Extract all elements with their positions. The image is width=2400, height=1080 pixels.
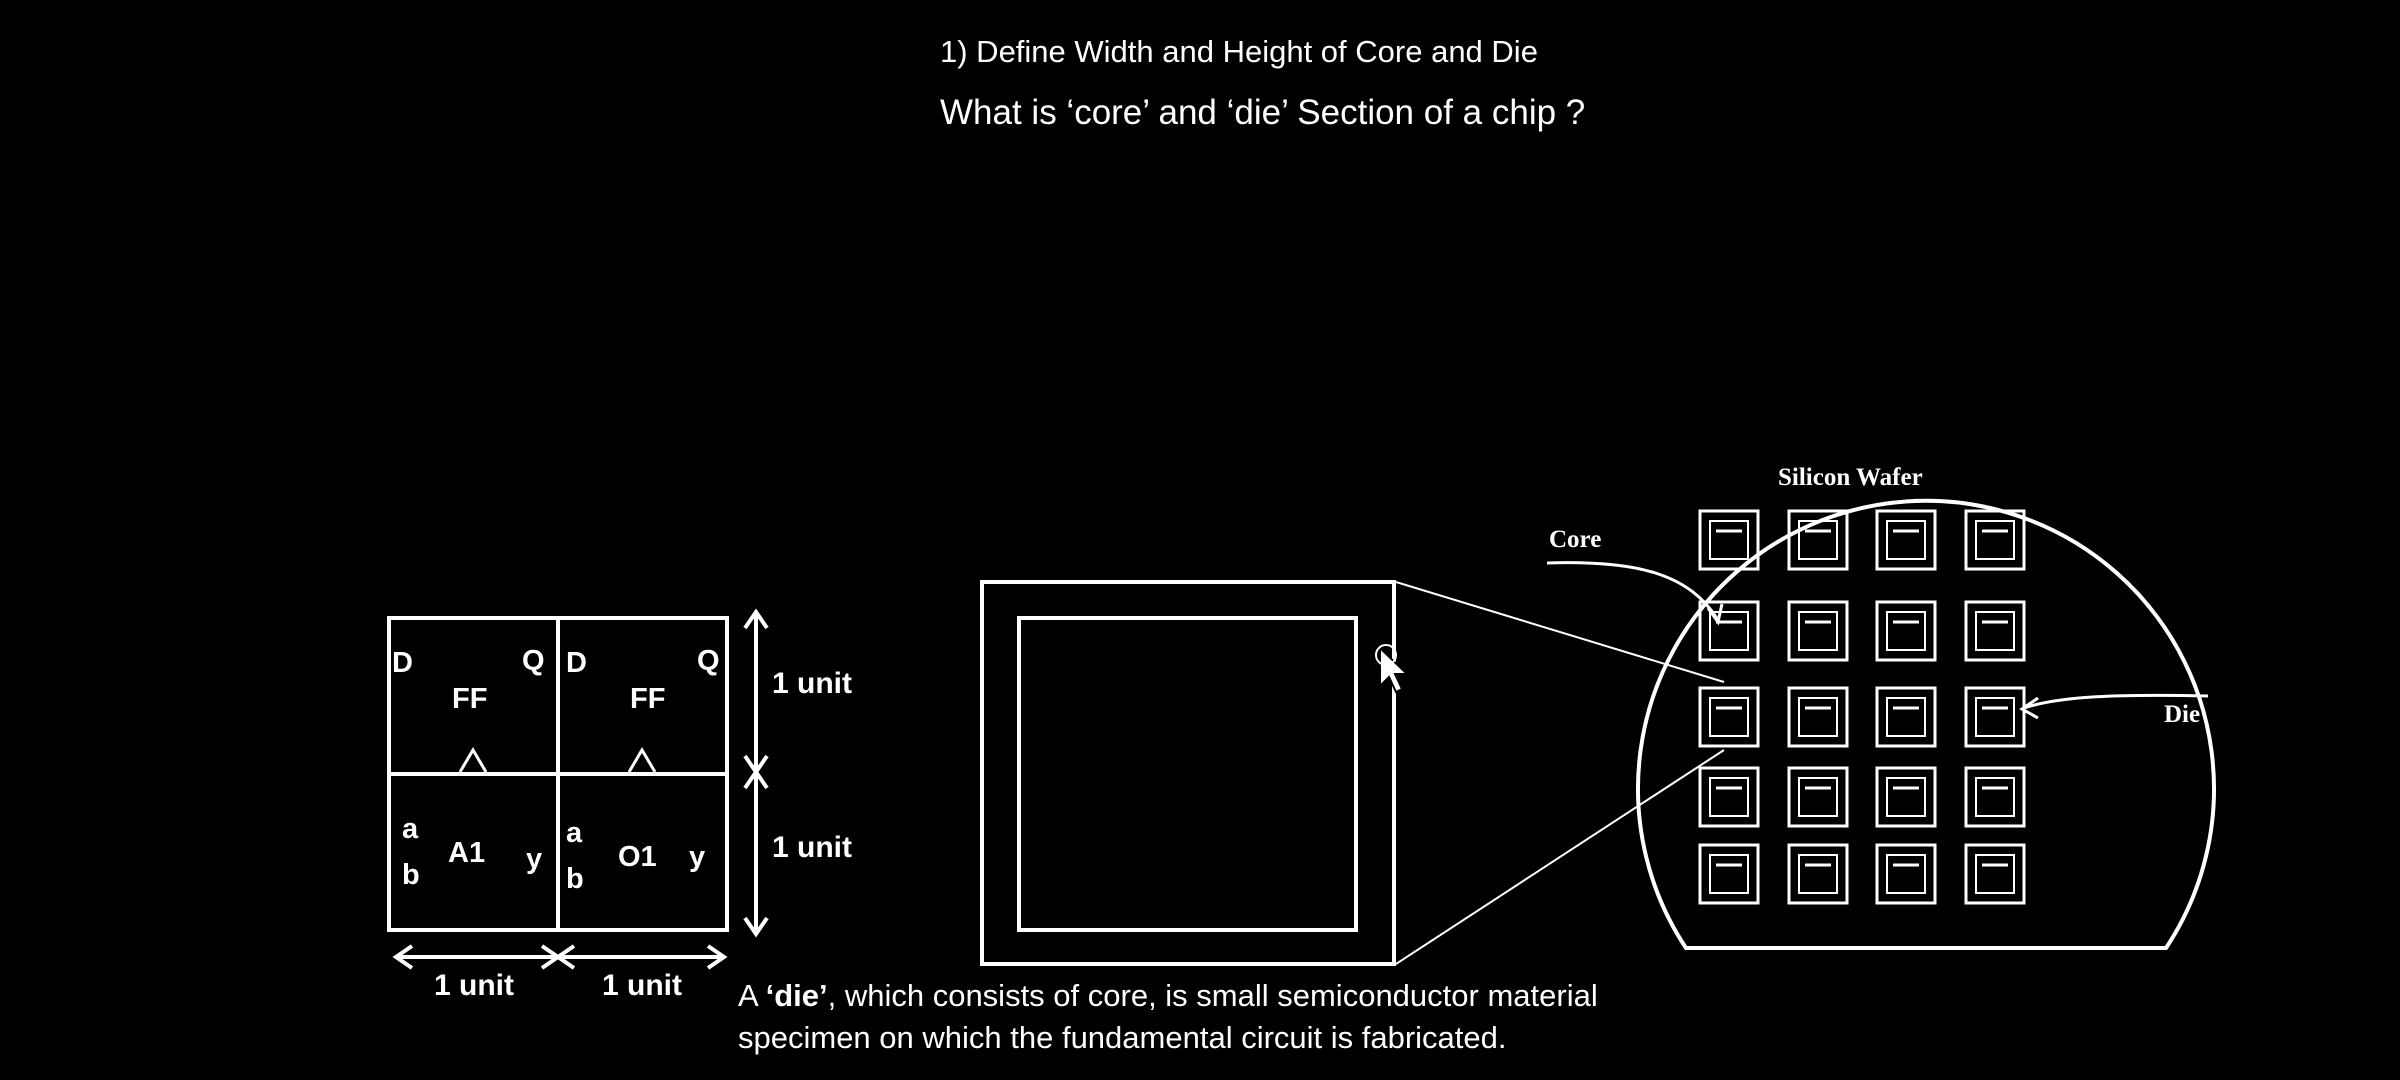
width-label-right: 1 unit xyxy=(602,969,682,1002)
die-enlarged xyxy=(980,580,1396,966)
width-arrow-right xyxy=(554,944,728,970)
wafer-die-core xyxy=(1886,777,1926,817)
wafer-die-core xyxy=(1886,520,1926,560)
width-arrow-left xyxy=(392,944,562,970)
wafer-die xyxy=(1787,509,1849,571)
gate2-b-pin: b xyxy=(566,863,584,895)
gate1-a-pin: a xyxy=(402,813,419,845)
height-arrow-top xyxy=(743,608,769,776)
caption-line-2: specimen on which the fundamental circui… xyxy=(738,1020,1507,1055)
ff1-q-pin: Q xyxy=(522,645,545,677)
wafer-die-core xyxy=(1886,854,1926,894)
clock-caret-icon xyxy=(627,747,657,773)
ff1-d-pin: D xyxy=(392,647,413,679)
height-label-top: 1 unit xyxy=(772,667,852,700)
wafer-die-core xyxy=(1798,520,1838,560)
wafer-die xyxy=(1787,686,1849,748)
caption-die-bold: ‘die’ xyxy=(766,978,828,1013)
die-pointer-label: Die xyxy=(2164,701,2200,728)
caption-line-1: A ‘die’, which consists of core, is smal… xyxy=(738,978,1598,1013)
wafer-die xyxy=(1964,600,2026,662)
width-label-left: 1 unit xyxy=(434,969,514,1002)
wafer-die xyxy=(1964,766,2026,828)
wafer-die-core xyxy=(1798,777,1838,817)
wafer-die xyxy=(1698,686,1760,748)
wafer-die xyxy=(1698,843,1760,905)
wafer-die-core xyxy=(1886,697,1926,737)
wafer-die-core xyxy=(1709,611,1749,651)
wafer-die xyxy=(1698,509,1760,571)
mouse-cursor-icon xyxy=(1375,644,1410,694)
core-pointer-label: Core xyxy=(1549,526,1601,553)
wafer-die xyxy=(1698,600,1760,662)
ff2-d-pin: D xyxy=(566,647,587,679)
wafer-die xyxy=(1964,509,2026,571)
wafer-die-core xyxy=(1709,777,1749,817)
gate2-label: O1 xyxy=(618,841,657,873)
wafer-die-core xyxy=(1886,611,1926,651)
core-pointer-arrow xyxy=(1546,561,1720,621)
wafer-die-core xyxy=(1798,854,1838,894)
height-label-bottom: 1 unit xyxy=(772,831,852,864)
caption-rest: , which consists of core, is small semic… xyxy=(828,978,1598,1013)
wafer-die xyxy=(1698,766,1760,828)
gate2-a-pin: a xyxy=(566,817,583,849)
gate1-y-pin: y xyxy=(526,843,542,875)
wafer-die-core xyxy=(1975,520,2015,560)
ff1-label: FF xyxy=(452,683,487,715)
zoom-line-bottom xyxy=(1395,749,1725,965)
slide-heading: 1) Define Width and Height of Core and D… xyxy=(940,34,1538,69)
height-arrow-bottom xyxy=(743,768,769,938)
wafer-title: Silicon Wafer xyxy=(1778,464,1923,491)
wafer-die xyxy=(1787,843,1849,905)
ff2-q-pin: Q xyxy=(697,645,720,677)
core-enlarged xyxy=(1017,616,1358,932)
wafer-die-core xyxy=(1709,697,1749,737)
gate1-b-pin: b xyxy=(402,859,420,891)
gate2-y-pin: y xyxy=(689,841,705,873)
wafer-die xyxy=(1787,766,1849,828)
clock-caret-icon xyxy=(458,747,488,773)
wafer-die xyxy=(1875,686,1937,748)
ff2-label: FF xyxy=(630,683,665,715)
wafer-die-core xyxy=(1798,697,1838,737)
wafer-die-core xyxy=(1975,697,2015,737)
die-pointer-arrow xyxy=(2023,693,2209,710)
standard-cell-grid: D Q FF D Q FF a b A1 y a b O1 y 1 unit 1… xyxy=(387,608,852,1002)
gate1-label: A1 xyxy=(448,837,485,869)
wafer-die-core xyxy=(1975,611,2015,651)
wafer-die xyxy=(1875,766,1937,828)
wafer-die xyxy=(1964,843,2026,905)
wafer-die xyxy=(1875,843,1937,905)
wafer-die-core xyxy=(1709,854,1749,894)
wafer-die-core xyxy=(1975,777,2015,817)
wafer-die-core xyxy=(1798,611,1838,651)
slide-question: What is ‘core’ and ‘die’ Section of a ch… xyxy=(940,93,1585,132)
zoom-line-top xyxy=(1395,581,1725,683)
silicon-wafer: Silicon Wafer Core Die xyxy=(1546,464,2216,950)
caption-prefix: A xyxy=(738,978,766,1013)
wafer-die-core xyxy=(1975,854,2015,894)
wafer-die xyxy=(1875,509,1937,571)
wafer-die-grid xyxy=(1698,509,2026,905)
wafer-die xyxy=(1875,600,1937,662)
wafer-die xyxy=(1787,600,1849,662)
wafer-die xyxy=(1964,686,2026,748)
wafer-die-core xyxy=(1709,520,1749,560)
